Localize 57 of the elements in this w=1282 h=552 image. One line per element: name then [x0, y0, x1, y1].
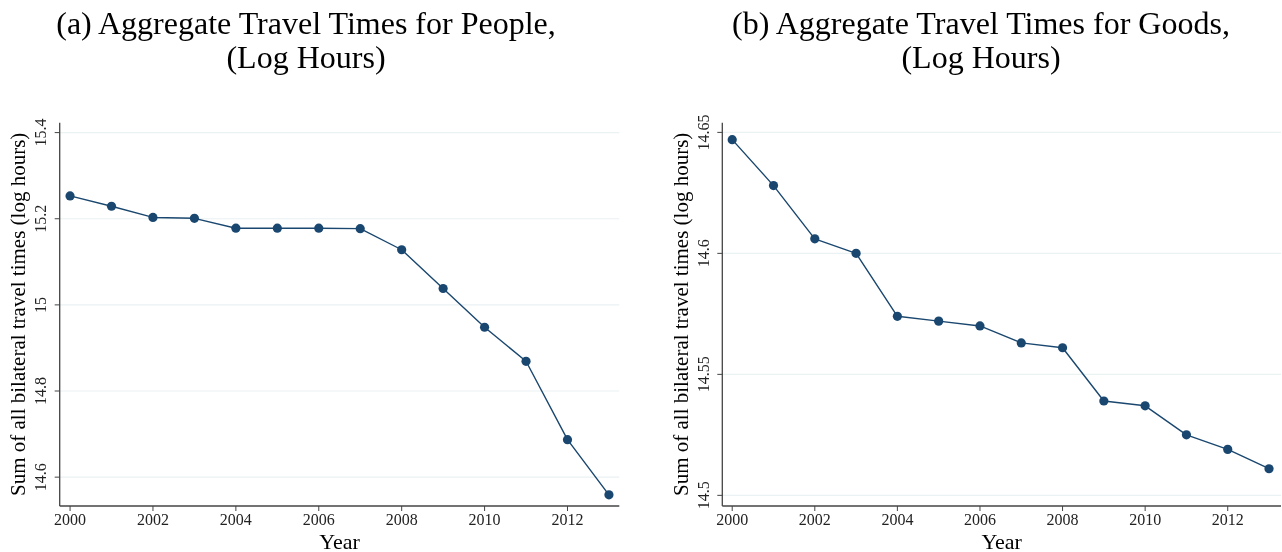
chart-title: (a) Aggregate Travel Times for People, (Log Hours): [55, 5, 557, 75]
y-tick-label: 14.8: [32, 377, 50, 406]
point: [1181, 430, 1192, 440]
y-tick-label: 15: [32, 296, 50, 313]
point: [189, 213, 200, 223]
x-tick-label: 2010: [468, 511, 501, 529]
x-tick-label: 2012: [551, 511, 584, 529]
point: [65, 191, 75, 201]
x-tick-label: 2000: [54, 511, 87, 529]
x-tick-label: 2002: [798, 511, 831, 529]
x-tick-label: 2008: [385, 511, 418, 529]
point: [768, 181, 779, 191]
point: [1016, 338, 1026, 348]
x-tick-label: 2006: [963, 511, 996, 529]
point: [1264, 464, 1274, 474]
x-tick-label: 2004: [881, 511, 914, 529]
x-tick-label: 2008: [1046, 511, 1079, 529]
y-tick-label: 14.6: [32, 463, 50, 492]
x-tick-label: 2010: [1129, 511, 1162, 529]
point: [562, 435, 573, 445]
point: [231, 223, 241, 233]
point: [851, 248, 861, 258]
point: [479, 322, 490, 332]
point: [314, 223, 324, 233]
point: [148, 212, 158, 223]
point: [106, 201, 117, 211]
point: [727, 135, 737, 145]
x-tick-label: 2004: [219, 511, 252, 529]
x-tick-label: 2006: [302, 511, 335, 529]
y-tick-label: 14.6: [694, 239, 712, 268]
point: [1140, 401, 1150, 411]
x-tick-label: 2012: [1211, 511, 1244, 529]
y-axis-title: Sum of all bilateral travel times (log hours): [6, 132, 31, 497]
x-tick-label: 2002: [136, 511, 169, 529]
point: [1099, 396, 1109, 406]
point: [975, 321, 985, 331]
point: [355, 224, 365, 234]
point: [438, 283, 448, 294]
point: [934, 316, 944, 326]
point: [397, 245, 407, 255]
y-tick-label: 14.65: [694, 114, 712, 151]
x-tick-label: 2000: [716, 511, 749, 529]
x-axis-title: Year: [981, 529, 1023, 552]
y-tick-label: 15.2: [32, 204, 50, 233]
y-tick-label: 15.4: [32, 118, 50, 147]
point: [810, 234, 820, 244]
y-tick-label: 14.5: [694, 481, 712, 510]
point: [604, 490, 614, 500]
point: [892, 311, 902, 321]
x-axis-title: Year: [319, 529, 361, 552]
chart-title: (b) Aggregate Travel Times for Goods, (Log Hours): [731, 5, 1231, 75]
point: [1223, 444, 1233, 454]
point: [521, 356, 531, 366]
point: [1057, 343, 1068, 353]
point: [272, 223, 282, 233]
y-axis-title: Sum of all bilateral travel times (log hours): [668, 132, 693, 497]
y-tick-label: 14.55: [694, 356, 712, 393]
